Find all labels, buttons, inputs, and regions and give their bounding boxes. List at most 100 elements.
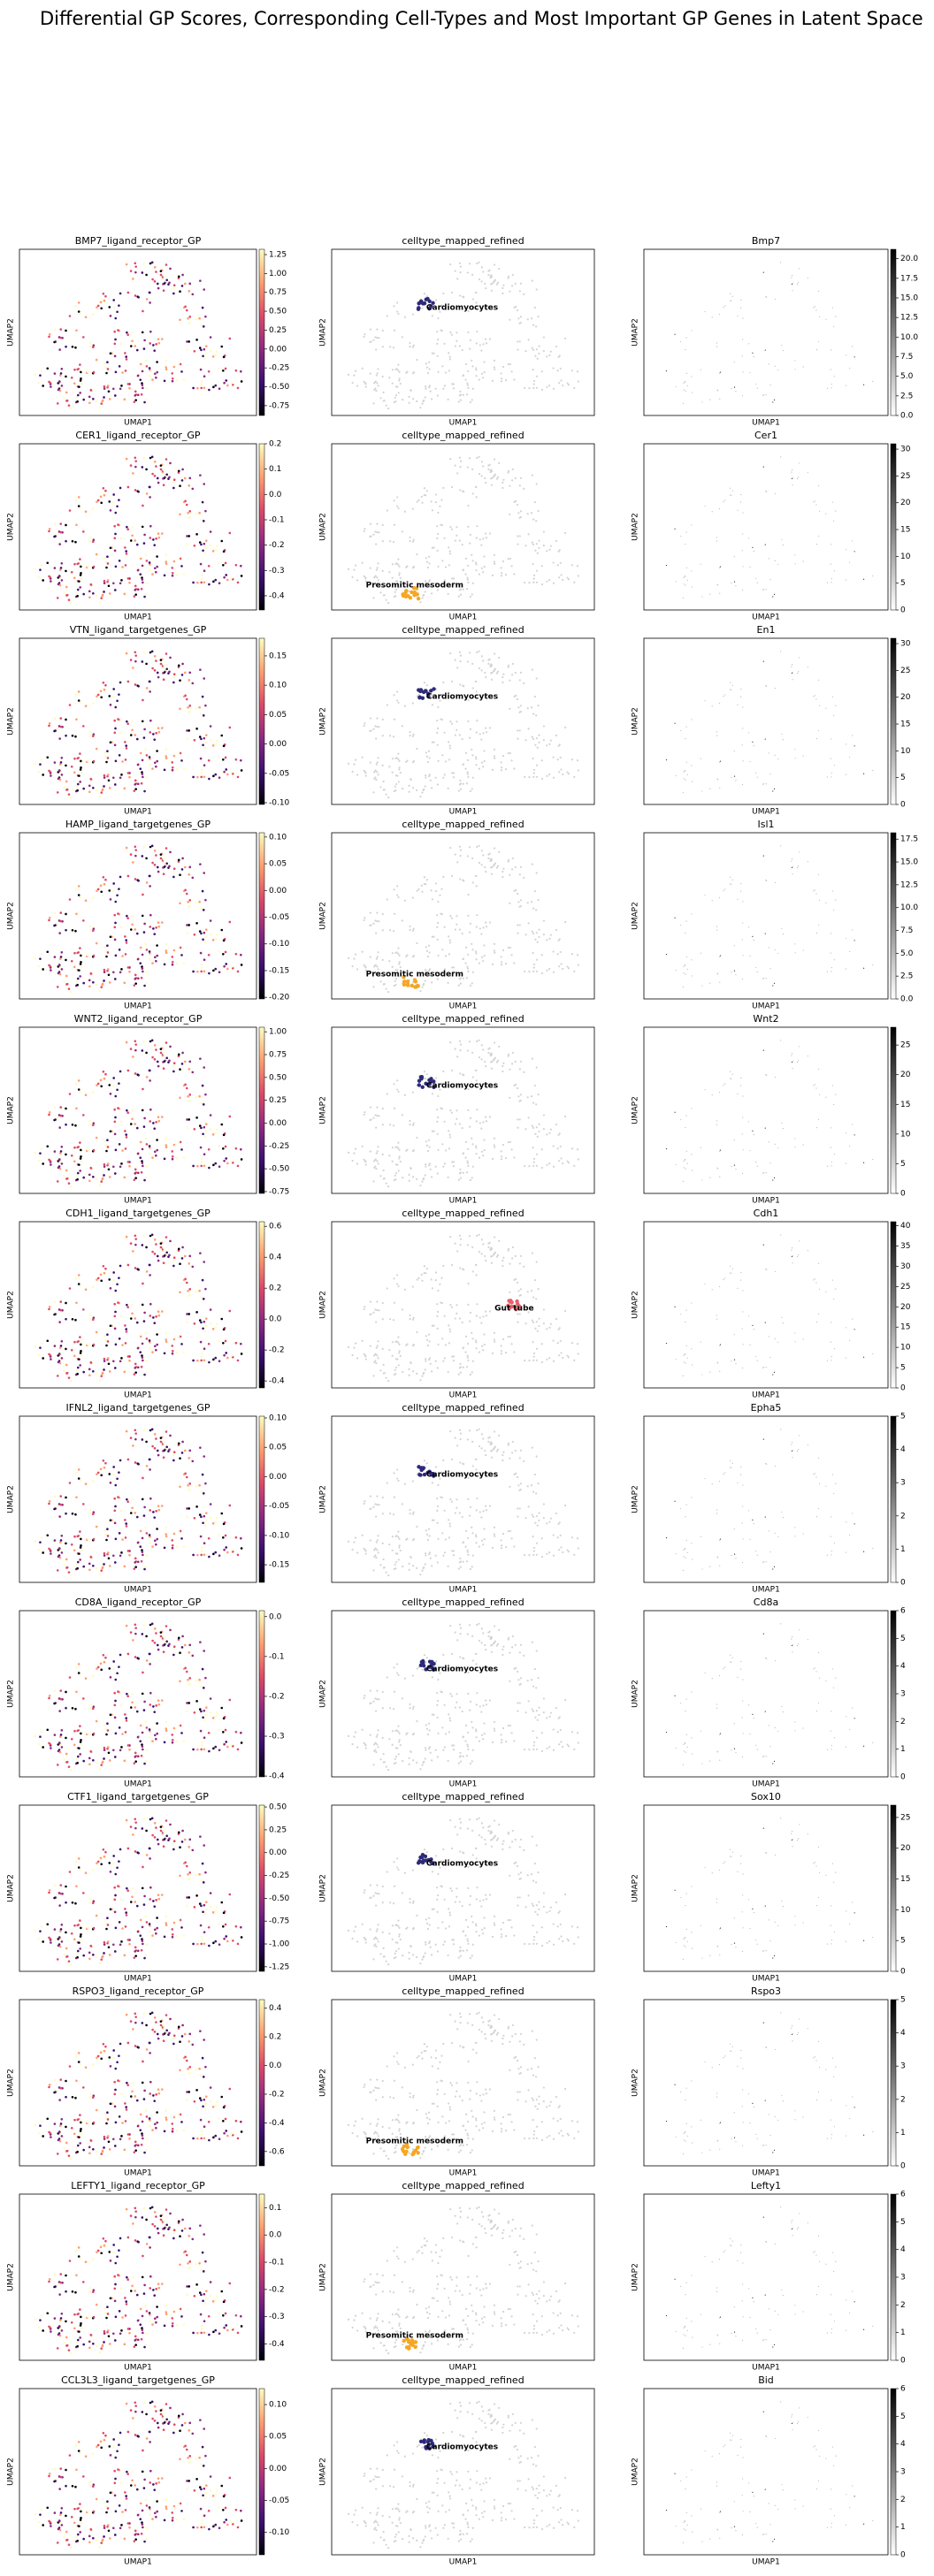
umap-point bbox=[425, 879, 428, 881]
umap-point bbox=[188, 340, 191, 343]
umap-point bbox=[461, 1126, 463, 1130]
colorbar-tick-label: 15.0 bbox=[900, 858, 918, 867]
umap-point bbox=[118, 1143, 121, 1146]
umap-point bbox=[112, 299, 115, 301]
umap-point bbox=[186, 340, 188, 343]
umap-point bbox=[95, 553, 98, 556]
umap-point bbox=[524, 1322, 527, 1325]
umap-point bbox=[452, 577, 456, 580]
umap-point bbox=[77, 894, 80, 896]
umap-point bbox=[674, 333, 676, 335]
highlight-point bbox=[411, 586, 417, 591]
umap-point bbox=[490, 1255, 493, 1258]
umap-point bbox=[685, 973, 686, 975]
umap-point bbox=[347, 568, 350, 570]
umap-point bbox=[193, 349, 196, 353]
umap-point bbox=[518, 711, 521, 713]
umap-point bbox=[354, 1147, 357, 1150]
umap-point bbox=[482, 571, 485, 574]
umap-point bbox=[392, 735, 395, 738]
umap-point bbox=[480, 933, 483, 935]
umap-point bbox=[214, 1162, 218, 1165]
umap-point bbox=[74, 1277, 78, 1280]
umap-point bbox=[179, 290, 181, 293]
colorbar-tick-label: 0.6 bbox=[269, 1223, 282, 1231]
umap-point bbox=[88, 928, 92, 932]
umap-point bbox=[198, 1513, 202, 1516]
umap-point bbox=[756, 1165, 758, 1167]
umap-point bbox=[134, 399, 137, 401]
colorbar-tick-label: 5.0 bbox=[900, 949, 914, 958]
umap-point bbox=[65, 375, 67, 378]
umap-point bbox=[234, 952, 238, 956]
umap-point bbox=[57, 575, 61, 578]
umap-point bbox=[381, 1318, 384, 1321]
umap-point bbox=[419, 1185, 422, 1187]
umap-point bbox=[423, 399, 425, 402]
umap-point bbox=[204, 509, 207, 513]
umap-point bbox=[466, 1049, 469, 1052]
umap-point bbox=[535, 932, 538, 934]
umap-point bbox=[39, 763, 42, 766]
umap-point bbox=[762, 394, 764, 396]
umap-point bbox=[188, 510, 192, 513]
umap-point bbox=[177, 1247, 180, 1251]
umap-point bbox=[719, 955, 722, 956]
umap-point bbox=[765, 394, 767, 396]
umap-point bbox=[436, 1303, 439, 1306]
umap-point bbox=[825, 707, 827, 709]
colorbar-tick-label: 2.5 bbox=[900, 972, 913, 981]
umap-point bbox=[172, 681, 175, 684]
umap-point bbox=[399, 382, 402, 385]
highlight-point bbox=[404, 589, 409, 593]
umap-point bbox=[157, 1064, 160, 1068]
umap-point bbox=[440, 693, 443, 696]
umap-point bbox=[393, 718, 396, 720]
umap-point bbox=[475, 569, 478, 572]
umap-point bbox=[735, 391, 737, 392]
umap-point bbox=[149, 1108, 152, 1111]
umap-point bbox=[159, 659, 163, 661]
umap-point bbox=[161, 532, 164, 535]
umap-point bbox=[182, 573, 186, 575]
umap-point bbox=[169, 461, 172, 465]
umap-point bbox=[144, 593, 148, 596]
umap-point bbox=[113, 342, 117, 346]
umap-point bbox=[207, 370, 211, 373]
umap-point bbox=[461, 1321, 463, 1324]
umap-point bbox=[491, 379, 494, 382]
umap-point bbox=[471, 788, 473, 790]
umap-point bbox=[141, 1354, 143, 1357]
umap-point bbox=[454, 464, 456, 467]
umap-point bbox=[370, 729, 372, 732]
umap-point bbox=[58, 1152, 62, 1155]
umap-point bbox=[149, 680, 151, 683]
umap-point bbox=[60, 757, 64, 759]
umap-point bbox=[540, 777, 544, 781]
umap-point bbox=[84, 705, 88, 708]
umap-point bbox=[766, 685, 768, 687]
umap-point bbox=[76, 983, 79, 987]
umap-point bbox=[450, 528, 453, 530]
umap-point bbox=[780, 845, 782, 847]
colorbar-tick-label: 0.50 bbox=[269, 308, 287, 316]
umap-point bbox=[155, 271, 157, 273]
umap-point bbox=[347, 1151, 350, 1154]
umap-point bbox=[448, 1330, 452, 1333]
umap-point bbox=[46, 561, 50, 565]
umap-point bbox=[685, 1345, 687, 1346]
umap-point bbox=[397, 752, 400, 755]
umap-point bbox=[490, 289, 494, 292]
umap-point bbox=[201, 963, 203, 966]
umap-point bbox=[73, 562, 76, 566]
umap-point bbox=[372, 922, 375, 925]
umap-point bbox=[474, 950, 478, 953]
umap-point bbox=[393, 1083, 395, 1086]
umap-point bbox=[49, 382, 52, 385]
umap-point bbox=[509, 679, 511, 682]
umap-point bbox=[469, 984, 472, 987]
umap-point bbox=[424, 1368, 426, 1371]
umap-point bbox=[98, 795, 102, 798]
umap-point bbox=[459, 855, 462, 857]
umap-point bbox=[387, 408, 390, 410]
